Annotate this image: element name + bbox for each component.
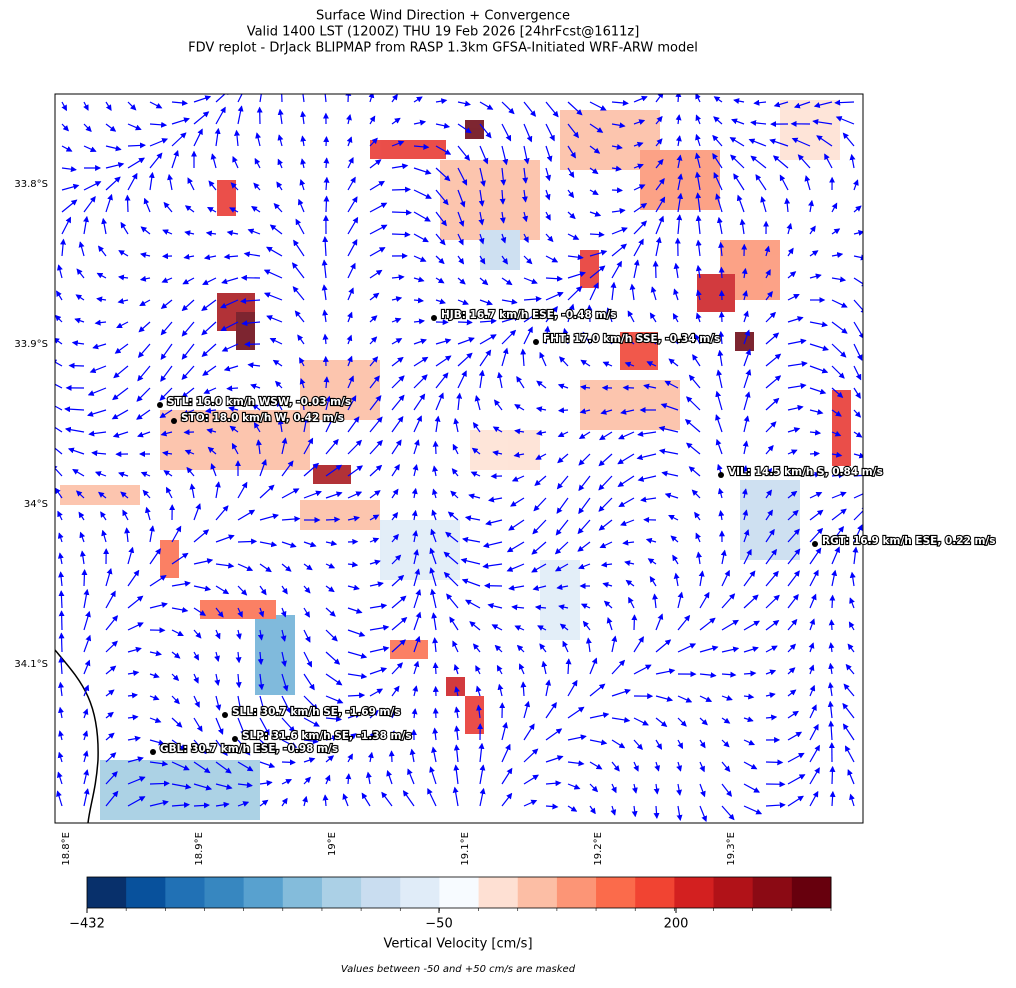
wind-arrow [70, 366, 85, 367]
colorbar-swatch [557, 877, 597, 908]
wind-arrow [831, 620, 832, 630]
colorbar-swatch [322, 877, 362, 908]
colorbar: −432 −50 200 [69, 877, 831, 932]
lon-tick-label: 18.9°E [194, 832, 205, 866]
wind-arrow [227, 388, 238, 389]
lat-tick-label: 33.8°S [14, 179, 48, 190]
lon-tick-label: 19.1°E [460, 832, 471, 866]
wind-arrow [612, 190, 622, 191]
wind-arrow [238, 541, 256, 542]
wind-arrow [656, 262, 657, 279]
colorbar-swatch [792, 877, 832, 908]
colorbar-swatch [674, 877, 714, 908]
wind-arrow [326, 197, 327, 213]
station-label: SLL: 30.7 km/h SE, -1.69 m/s [232, 706, 401, 718]
wind-arrow [634, 615, 635, 630]
lon-tick-label: 19.3°E [726, 832, 737, 866]
colorbar-swatch [361, 877, 401, 908]
wind-arrow [392, 234, 410, 235]
station-dot [812, 541, 818, 547]
station-dot [150, 749, 156, 755]
station-label: SLP: 31.6 km/h SE, -1.38 m/s [242, 730, 412, 742]
wind-arrow [348, 91, 349, 102]
lon-tick-label: 19.2°E [593, 832, 604, 866]
lat-tick-label: 34°S [24, 499, 48, 510]
station-label: RGT: 16.9 km/h ESE, 0.22 m/s [822, 535, 996, 547]
station-label: VIL: 14.5 km/h S, 0.84 m/s [728, 466, 883, 478]
note: Values between -50 and +50 cm/s are mask… [341, 964, 576, 975]
colorbar-swatch [479, 877, 519, 908]
wind-arrow [84, 570, 85, 586]
map-layer [46, 84, 869, 823]
station-dot [431, 315, 437, 321]
title-line: Surface Wind Direction + Convergence [316, 9, 570, 24]
wind-arrow [128, 145, 145, 146]
wind-arrow [832, 767, 833, 784]
station-dot [157, 402, 163, 408]
wind-arrow [61, 633, 62, 652]
lon-tick-label: 19°E [327, 832, 338, 856]
station-dot [533, 339, 539, 345]
colorbar-swatch [596, 877, 636, 908]
colorbar-swatch [244, 877, 284, 908]
station-label: FHT: 17.0 km/h SSE, -0.34 m/s [543, 333, 720, 345]
wind-arrow [559, 410, 568, 411]
colorbar-swatch [165, 877, 205, 908]
wind-arrow [458, 322, 472, 323]
colorbar-swatch [753, 877, 793, 908]
colorbar-tick-label: 200 [664, 917, 689, 932]
colorbar-swatch [126, 877, 166, 908]
wind-arrow [281, 85, 282, 102]
wind-arrow [435, 663, 436, 674]
title-line: Valid 1400 LST (1200Z) THU 19 Feb 2026 [… [247, 25, 640, 40]
wind-arrow [435, 442, 436, 454]
wind-arrow [150, 783, 169, 784]
colorbar-swatch [714, 877, 754, 908]
title-line: FDV replot - DrJack BLIPMAP from RASP 1.… [188, 41, 698, 56]
wind-arrow [832, 596, 833, 608]
wind-arrow [722, 312, 723, 322]
colorbar-swatch [204, 877, 244, 908]
station-label: HJB: 16.7 km/h ESE, -0.48 m/s [441, 309, 617, 321]
station-label: GBL: 30.7 km/h ESE, -0.98 m/s [160, 743, 338, 755]
wind-arrow [392, 212, 411, 213]
wind-arrow [392, 189, 410, 190]
colorbar-swatch [283, 877, 323, 908]
station-dot [232, 736, 238, 742]
colorbar-swatch [518, 877, 558, 908]
station-label: STO: 18.0 km/h W, 0.42 m/s [181, 412, 344, 424]
station-dot [718, 472, 724, 478]
wind-arrow [766, 762, 782, 763]
colorbar-swatch [635, 877, 675, 908]
colorbar-swatch [400, 877, 440, 908]
wind-arrow [590, 234, 604, 235]
wind-arrow [61, 591, 62, 608]
wind-arrow [127, 196, 128, 212]
lon-tick-label: 18.8°E [61, 832, 72, 866]
wind-arrow [348, 774, 349, 784]
wind-arrow [326, 137, 327, 146]
station-dot [222, 712, 228, 718]
colorbar-tick-label: −50 [425, 917, 452, 932]
colorbar-tick-label: −432 [69, 917, 105, 932]
colorbar-label: Vertical Velocity [cm/s] [383, 937, 532, 952]
wind-arrow [392, 751, 393, 762]
lat-tick-label: 33.9°S [14, 339, 48, 350]
wind-arrow [835, 102, 854, 103]
wind-arrow [326, 519, 339, 520]
colorbar-swatch [439, 877, 479, 908]
wind-arrow [568, 659, 569, 674]
lat-tick-label: 34.1°S [14, 659, 48, 670]
wind-arrow [624, 388, 634, 389]
wind-arrow [721, 268, 722, 278]
wind-arrow [62, 611, 63, 630]
station-dot [171, 418, 177, 424]
colorbar-swatch [87, 877, 127, 908]
wind-arrow [435, 709, 436, 718]
station-label: STL: 16.0 km/h WSW, -0.03 m/s [167, 396, 351, 408]
wind-arrow [810, 453, 819, 454]
wind-arrow [326, 158, 327, 168]
wind-arrow [282, 762, 295, 763]
